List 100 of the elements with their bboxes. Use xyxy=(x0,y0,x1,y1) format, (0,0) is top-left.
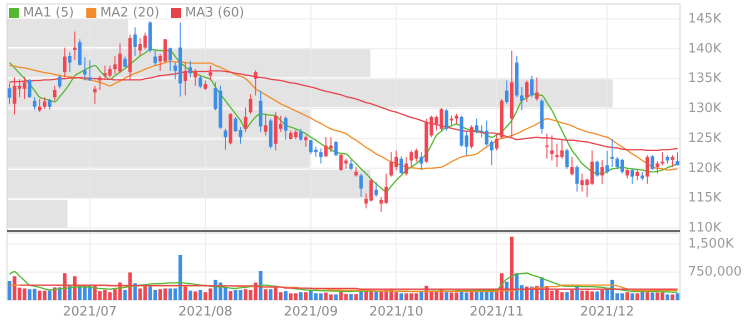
candlestick xyxy=(83,56,87,81)
candlestick xyxy=(600,159,604,184)
x-tick-label: 2021/10 xyxy=(369,304,424,320)
bar xyxy=(194,291,198,300)
bar xyxy=(123,290,127,300)
x-tick-label: 2021/12 xyxy=(580,304,634,320)
bar xyxy=(374,291,378,300)
candlestick xyxy=(646,154,650,184)
candlestick xyxy=(32,96,36,110)
candlestick xyxy=(248,94,252,114)
candlestick xyxy=(565,148,569,170)
candlestick xyxy=(676,152,680,166)
candlestick xyxy=(38,98,42,113)
candlestick xyxy=(319,148,323,164)
candlestick xyxy=(339,154,343,172)
candlestick xyxy=(153,50,157,66)
candlestick xyxy=(450,115,454,126)
bar xyxy=(304,292,308,300)
candlestick xyxy=(626,168,630,179)
candlestick xyxy=(656,160,660,174)
bar xyxy=(228,291,232,300)
candlestick xyxy=(504,80,508,104)
bar xyxy=(666,294,670,300)
bar xyxy=(349,294,353,300)
candlestick xyxy=(404,156,408,176)
bar xyxy=(625,292,630,300)
candlestick xyxy=(636,170,640,181)
candlestick xyxy=(650,154,654,171)
bar xyxy=(284,291,288,300)
candlestick xyxy=(58,74,62,89)
candlestick xyxy=(52,85,56,102)
candlestick xyxy=(42,96,46,110)
candlestick xyxy=(354,166,358,178)
candlestick xyxy=(123,56,127,68)
x-tick-label: 2021/11 xyxy=(470,304,524,320)
candlestick xyxy=(374,182,378,198)
candlestick xyxy=(605,150,609,174)
bar xyxy=(188,290,192,300)
legend-label: MA2 (20) xyxy=(100,6,160,21)
candlestick xyxy=(420,152,424,171)
bar xyxy=(198,290,202,300)
candlestick xyxy=(78,38,82,66)
candlestick xyxy=(264,113,268,136)
candlestick xyxy=(93,85,97,104)
candlestick xyxy=(570,156,574,176)
candlestick xyxy=(535,76,539,102)
candlestick xyxy=(88,60,92,82)
y-tick-label: 125K xyxy=(688,130,722,146)
candlestick xyxy=(188,60,192,78)
bar xyxy=(268,289,272,300)
y-tick-label: 750,000 xyxy=(688,264,742,280)
candlestick xyxy=(48,98,52,110)
candlestick xyxy=(8,82,12,104)
legend-label: MA3 (60) xyxy=(185,6,244,21)
candlestick xyxy=(284,116,288,140)
y-tick-label: 145K xyxy=(688,11,722,26)
x-tick-label: 2021/09 xyxy=(284,304,338,320)
candlestick xyxy=(349,159,353,171)
bar xyxy=(334,294,338,300)
candlestick xyxy=(334,140,338,157)
line-series xyxy=(8,271,678,293)
candlestick xyxy=(304,134,308,148)
bar xyxy=(595,291,599,300)
candlestick xyxy=(359,173,363,198)
candlestick xyxy=(400,156,404,174)
bar xyxy=(8,281,12,300)
y-tick-label: 120K xyxy=(688,160,722,176)
bar xyxy=(399,293,404,300)
bar xyxy=(444,292,448,300)
bar xyxy=(676,293,680,300)
candlestick xyxy=(444,108,448,132)
bar xyxy=(299,292,303,300)
candlestick xyxy=(630,168,634,184)
y-tick-label: 135K xyxy=(688,71,722,86)
candlestick xyxy=(68,52,72,73)
candlestick xyxy=(244,106,248,132)
candlestick xyxy=(670,154,674,168)
x-tick-label: 2021/07 xyxy=(62,304,117,320)
candlestick xyxy=(98,75,102,91)
y-tick-label: 1,500K xyxy=(688,236,734,252)
candlestick xyxy=(198,75,202,89)
bar xyxy=(670,294,674,300)
candlestick xyxy=(168,47,172,72)
x-tick-label: 2021/08 xyxy=(178,304,232,320)
y-tick-label: 140K xyxy=(688,41,722,56)
bar xyxy=(48,290,52,300)
candlestick xyxy=(454,113,458,125)
candlestick xyxy=(28,78,32,98)
candlestick xyxy=(530,75,534,98)
bar xyxy=(354,294,358,300)
bar xyxy=(565,292,569,300)
y-tick-label: 130K xyxy=(688,101,722,116)
candlestick xyxy=(73,30,77,61)
candlestick xyxy=(575,164,579,192)
y-tick-label: 110K xyxy=(688,220,722,236)
bar xyxy=(630,293,634,300)
candlestick xyxy=(133,26,137,56)
bar xyxy=(636,293,640,300)
y-tick-label: 115K xyxy=(688,190,722,206)
candlestick xyxy=(299,128,303,142)
